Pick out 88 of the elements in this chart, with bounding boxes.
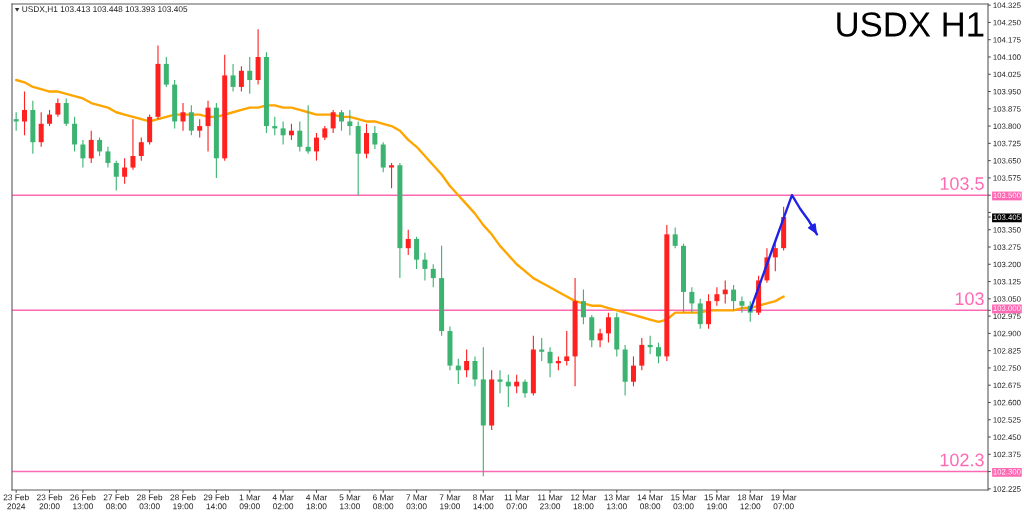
candlestick (122, 157, 128, 185)
candlestick (697, 298, 703, 330)
candlestick (589, 314, 595, 348)
x-tick-label: 4 Mar 02:00 (272, 494, 294, 510)
candlestick (464, 348, 470, 378)
candlestick (180, 102, 186, 132)
candlestick (430, 263, 436, 288)
candlestick (339, 109, 345, 132)
candlestick (597, 328, 603, 348)
x-tick-label: 6 Mar 08:00 (372, 494, 394, 510)
ref-line-label: 103 (955, 292, 984, 306)
candlestick (539, 337, 545, 362)
candlestick (389, 162, 395, 189)
x-tick-label: 15 Mar 03:00 (671, 494, 697, 510)
candlestick (564, 330, 570, 367)
x-tick-label: 7 Mar 19:00 (439, 494, 461, 510)
candlestick (706, 293, 712, 330)
candlestick (163, 56, 169, 88)
candlestick (630, 355, 636, 387)
candlestick (80, 139, 86, 169)
candlestick (255, 28, 261, 86)
candlestick (197, 118, 203, 139)
x-tick-label: 15 Mar 19:00 (704, 494, 730, 510)
line-series (14, 78, 785, 324)
candlestick (105, 146, 111, 169)
candlestick (72, 116, 78, 152)
candlestick (238, 65, 244, 93)
candlestick (772, 242, 778, 272)
x-tick-label: 13 Mar 13:00 (604, 494, 630, 510)
candlestick (113, 160, 119, 192)
candlestick (230, 63, 236, 93)
candlestick (364, 123, 370, 159)
x-tick-label: 23 Feb 20:00 (36, 494, 63, 510)
candlestick (247, 56, 253, 95)
x-tick-label: 28 Feb 19:00 (170, 494, 196, 510)
x-tick-label: 28 Feb 03:00 (137, 494, 163, 510)
candlestick (580, 289, 586, 325)
candlestick (547, 346, 553, 378)
candlestick (372, 125, 378, 150)
x-tick-label: 14 Mar 08:00 (637, 494, 663, 510)
candlestick (605, 312, 611, 344)
candlestick (714, 286, 720, 307)
x-tick-label: 11 Mar 07:00 (504, 494, 530, 510)
annotation: USDX,H1 103.413 103.448 103.393 103.405 (22, 6, 188, 14)
candlestick (414, 236, 420, 270)
x-tick-label: 26 Feb 13:00 (70, 494, 96, 510)
candlestick (130, 118, 136, 171)
candlestick (672, 226, 678, 249)
x-tick-label: 29 Feb 14:00 (203, 494, 229, 510)
ref-line-label: 102.3 (940, 453, 984, 467)
x-tick-label: 27 Feb 08:00 (103, 494, 129, 510)
candlestick (55, 97, 61, 118)
x-tick-label: 4 Mar 18:00 (306, 494, 327, 510)
x-tick-label: 19 Mar 07:00 (771, 494, 797, 510)
candlestick (655, 342, 661, 364)
candlestick (297, 120, 303, 152)
candlestick (347, 109, 353, 136)
x-tick-label: 5 Mar 13:00 (339, 494, 361, 510)
candlestick (280, 120, 286, 146)
candlestick (22, 90, 28, 136)
candlestick (88, 130, 94, 164)
candlestick (188, 104, 194, 136)
x-tick-label: 11 Mar 23:00 (538, 494, 563, 510)
x-tick-label: 23 Feb 2024 (3, 494, 29, 510)
candlestick (731, 284, 737, 311)
candlestick (380, 141, 386, 173)
ref-line-label: 103.5 (940, 177, 984, 190)
candlestick (497, 369, 503, 394)
candlestick (689, 286, 695, 314)
candlestick (739, 295, 745, 314)
x-tick-label: 8 Mar 14:00 (473, 494, 494, 510)
candlestick (38, 111, 44, 148)
candlestick (63, 97, 69, 127)
candlestick (522, 378, 528, 399)
candlestick (472, 355, 478, 387)
candlestick (405, 229, 411, 256)
chart-title: USDX H1 (837, 12, 984, 37)
x-tick-label: 18 Mar 12:00 (737, 494, 764, 510)
x-tick-label: 1 Mar 09:00 (239, 494, 261, 510)
candlestick (313, 132, 319, 162)
x-tick-label: 7 Mar 03:00 (406, 494, 428, 510)
candlestick (205, 100, 211, 152)
candlestick (138, 137, 144, 162)
x-tick-label: 12 Mar 18:00 (571, 494, 597, 510)
candlestick (330, 109, 336, 134)
candlestick (97, 137, 103, 157)
candlestick (639, 337, 645, 371)
candlestick (422, 252, 428, 281)
